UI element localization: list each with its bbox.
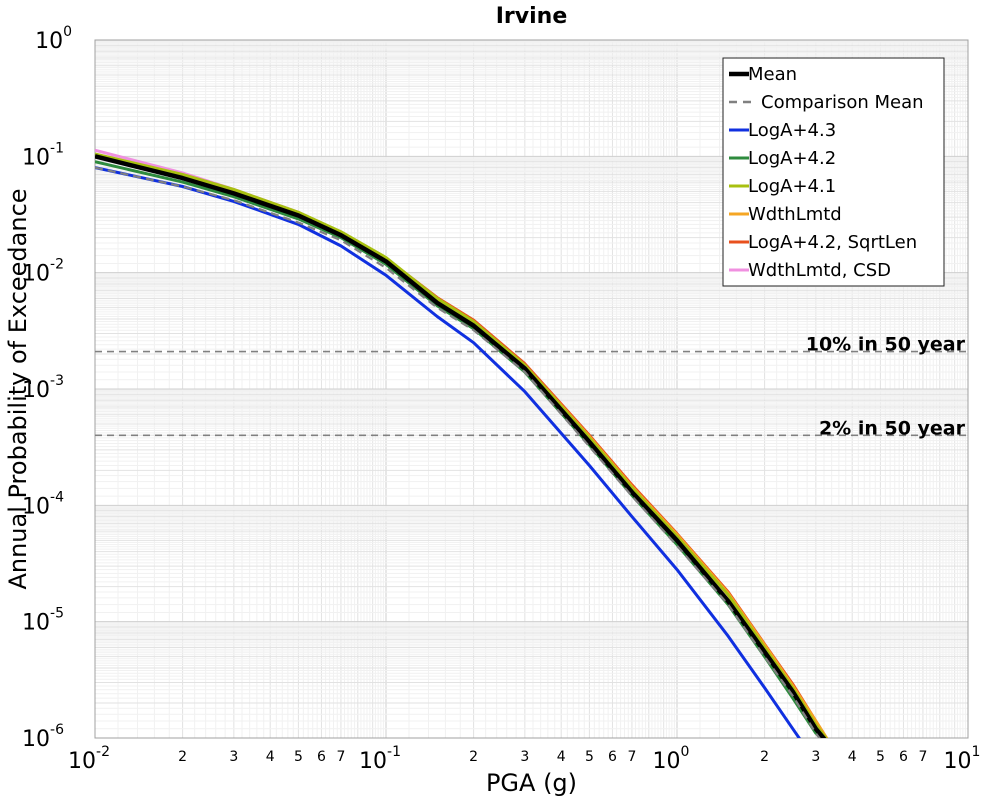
y-axis-label: Annual Probability of Exceedance — [4, 188, 32, 589]
legend-entry: LogA+4.2 — [748, 148, 836, 169]
legend-entry: WdthLmtd — [748, 204, 842, 225]
legend-entry: LogA+4.2, SqrtLen — [748, 232, 917, 253]
x-minor-tick-label: 6 — [899, 749, 908, 765]
x-tick-label: 100 — [653, 744, 690, 774]
x-minor-tick-label: 6 — [608, 749, 617, 765]
x-minor-tick-label: 7 — [918, 749, 927, 765]
x-minor-tick-label: 2 — [469, 749, 478, 765]
x-tick-label: 10-2 — [68, 744, 110, 774]
reference-lines: 10% in 50 year 2% in 50 year — [95, 334, 968, 439]
x-minor-tick-label: 6 — [317, 749, 326, 765]
legend: Mean Comparison Mean LogA+4.3 LogA+4.2 LogA+… — [722, 57, 945, 287]
x-minor-tick-label: 7 — [627, 749, 636, 765]
x-minor-tick-label: 3 — [811, 749, 820, 765]
legend-entry: LogA+4.1 — [748, 176, 836, 197]
x-minor-tick-label: 5 — [876, 749, 885, 765]
series-line-mean — [95, 154, 827, 738]
x-minor-tick-label: 7 — [336, 749, 345, 765]
chart-title: Irvine — [496, 4, 568, 29]
y-tick-label: 10-2 — [22, 257, 64, 287]
x-minor-tick-label: 3 — [520, 749, 529, 765]
series-lines — [95, 148, 829, 738]
reference-line-label: 2% in 50 year — [819, 417, 966, 439]
legend-entry: Comparison Mean — [761, 92, 924, 113]
x-axis-label: PGA (g) — [486, 769, 577, 797]
x-minor-tick-label: 5 — [585, 749, 594, 765]
x-minor-tick-label: 4 — [557, 749, 566, 765]
legend-entry: Mean — [748, 64, 797, 85]
legend-box — [722, 57, 945, 287]
legend-entry: LogA+4.3 — [748, 120, 836, 141]
y-tick-label: 10-6 — [22, 722, 64, 752]
y-tick-label: 100 — [35, 24, 72, 54]
legend-entry: WdthLmtd, CSD — [748, 260, 891, 281]
x-minor-tick-label: 4 — [266, 749, 275, 765]
x-tick-label: 10-1 — [359, 744, 401, 774]
x-minor-tick-label: 2 — [178, 749, 187, 765]
plot-area — [94, 39, 969, 739]
series-line-comparison-mean — [95, 166, 821, 738]
x-minor-tick-label: 3 — [229, 749, 238, 765]
series-line-loga-4-1 — [95, 152, 828, 738]
x-minor-tick-label: 5 — [294, 749, 303, 765]
x-minor-tick-label: 4 — [848, 749, 857, 765]
y-tick-label: 10-3 — [22, 373, 64, 403]
reference-line-label: 10% in 50 year — [806, 334, 966, 356]
x-minor-tick-label: 2 — [760, 749, 769, 765]
x-tick-label: 101 — [944, 744, 981, 774]
y-tick-label: 10-4 — [22, 489, 64, 519]
series-line-loga-4-3 — [95, 166, 820, 738]
y-tick-label: 10-5 — [22, 606, 64, 636]
y-tick-label: 10-1 — [22, 140, 64, 170]
